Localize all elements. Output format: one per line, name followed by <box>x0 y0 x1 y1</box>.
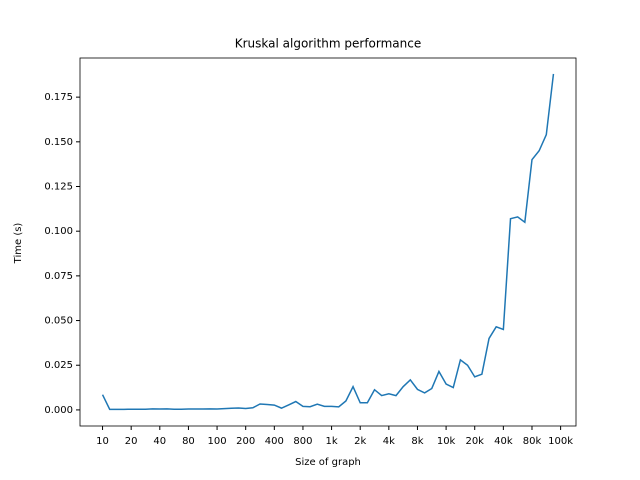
x-tick-label: 80 <box>182 436 195 447</box>
data-line <box>101 73 555 411</box>
y-axis-label: Time (s) <box>13 223 24 265</box>
x-tick-label: 10k <box>437 436 456 447</box>
x-tick-label: 40k <box>494 436 513 447</box>
x-tick-label: 2k <box>354 436 366 447</box>
x-tick-label: 10 <box>96 436 109 447</box>
x-tick-label: 400 <box>265 436 284 447</box>
y-tick-label: 0.175 <box>44 92 73 103</box>
y-tick-label: 0.025 <box>44 360 73 371</box>
x-tick-label: 4k <box>383 436 395 447</box>
x-tick-label: 20 <box>125 436 138 447</box>
x-tick-label: 8k <box>411 436 423 447</box>
y-tick-label: 0.000 <box>44 405 73 416</box>
x-tick-label: 800 <box>293 436 312 447</box>
x-tick-label: 1k <box>326 436 338 447</box>
x-tick-label: 200 <box>236 436 255 447</box>
y-tick-label: 0.150 <box>44 137 73 148</box>
y-tick-label: 0.075 <box>44 271 73 282</box>
x-tick-label: 100 <box>208 436 227 447</box>
axes-frame <box>79 57 577 427</box>
y-tick-label: 0.100 <box>44 226 73 237</box>
x-axis-label: Size of graph <box>295 457 361 468</box>
x-tick-label: 40 <box>153 436 166 447</box>
y-tick-label: 0.050 <box>44 316 73 327</box>
x-tick-label: 100k <box>548 436 573 447</box>
x-tick-label: 20k <box>465 436 484 447</box>
y-tick-label: 0.125 <box>44 182 73 193</box>
x-tick-label: 80k <box>523 436 542 447</box>
chart-title: Kruskal algorithm performance <box>235 37 421 51</box>
